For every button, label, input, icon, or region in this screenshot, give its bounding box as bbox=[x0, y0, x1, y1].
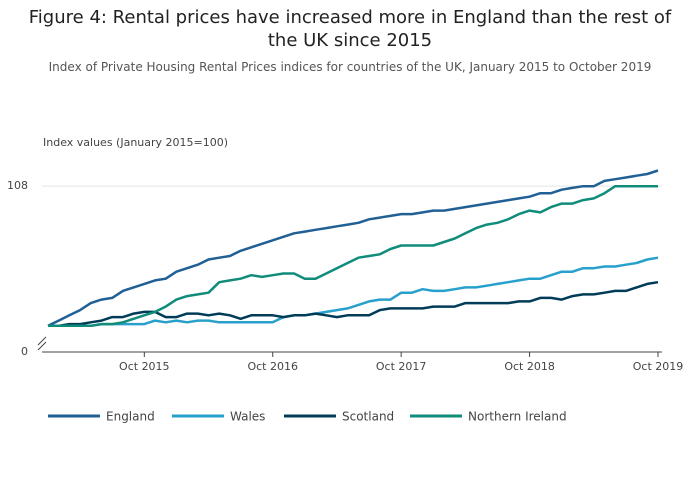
legend-label: Wales bbox=[230, 410, 265, 424]
x-tick-label: Oct 2016 bbox=[247, 360, 298, 373]
x-tick-label: Oct 2019 bbox=[633, 360, 684, 373]
break-mark bbox=[37, 336, 47, 346]
legend-label: Scotland bbox=[342, 410, 394, 424]
axis-break bbox=[37, 336, 47, 351]
x-tick-label: Oct 2018 bbox=[504, 360, 555, 373]
y-tick-label: 0 bbox=[21, 345, 28, 358]
header: Figure 4: Rental prices have increased m… bbox=[20, 6, 680, 74]
y-axis-label: Index values (January 2015=100) bbox=[43, 136, 228, 149]
x-tick-label: Oct 2015 bbox=[119, 360, 170, 373]
x-tick-label: Oct 2017 bbox=[376, 360, 427, 373]
break-mark bbox=[37, 341, 47, 351]
chart-subtitle: Index of Private Housing Rental Prices i… bbox=[48, 60, 652, 74]
series-line bbox=[48, 184, 658, 328]
y-tick-label: 108 bbox=[7, 179, 28, 192]
series-line bbox=[47, 169, 659, 327]
series-line bbox=[48, 256, 659, 328]
legend-label: England bbox=[106, 410, 155, 424]
chart-title: Figure 4: Rental prices have increased m… bbox=[28, 7, 672, 51]
series-line bbox=[48, 280, 659, 328]
legend-label: Northern Ireland bbox=[468, 410, 567, 424]
